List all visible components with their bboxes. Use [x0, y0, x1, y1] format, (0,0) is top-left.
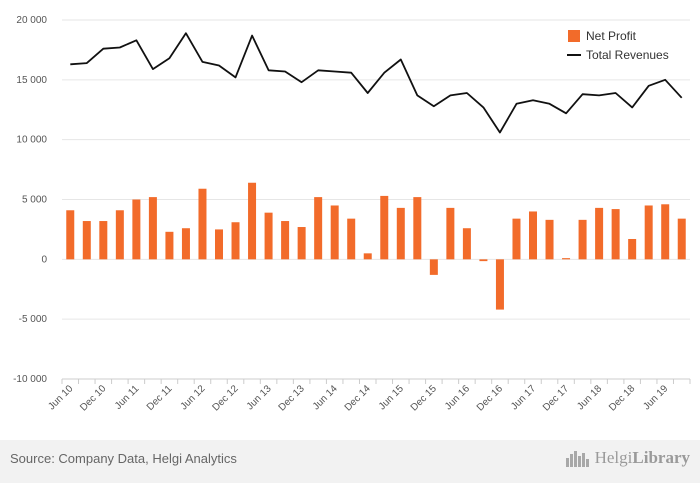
net-profit-bar	[231, 222, 240, 260]
x-tick-label: Jun 15	[377, 383, 406, 412]
net-profit-bar	[297, 227, 306, 260]
x-tick-label: Dec 14	[343, 383, 373, 413]
y-tick-label: 10 000	[16, 135, 47, 146]
x-tick-label: Dec 18	[607, 383, 637, 413]
x-tick-label: Dec 10	[78, 383, 108, 413]
net-profit-bar	[446, 207, 455, 260]
net-profit-bar	[462, 228, 471, 260]
helgi-library-logo: Helgi Library	[565, 448, 690, 468]
x-tick-label: Jun 14	[311, 383, 340, 412]
net-profit-bar	[198, 188, 207, 260]
legend-total-revenues-label: Total Revenues	[586, 48, 669, 62]
legend-net-profit-label: Net Profit	[586, 29, 637, 43]
net-profit-bar	[330, 205, 339, 260]
logo-text-bold: Library	[632, 448, 690, 467]
x-tick-label: Dec 16	[475, 383, 505, 413]
net-profit-bar	[413, 197, 422, 260]
net-profit-bar	[82, 221, 91, 260]
footer: Source: Company Data, Helgi Analytics He…	[0, 440, 700, 483]
net-profit-bar	[628, 238, 637, 260]
net-profit-bar	[314, 197, 323, 260]
net-profit-bar	[181, 228, 190, 260]
y-tick-label: 20 000	[16, 15, 47, 26]
net-profit-bar	[148, 197, 157, 260]
x-tick-label: Dec 17	[541, 383, 571, 413]
x-tick-label: Jun 16	[443, 383, 472, 412]
net-profit-bars	[66, 182, 686, 310]
net-profit-bar	[396, 207, 405, 260]
net-profit-bar	[132, 199, 141, 260]
x-tick-label: Jun 19	[641, 383, 670, 412]
x-tick-label: Dec 13	[277, 383, 307, 413]
net-profit-bar	[215, 229, 223, 260]
y-tick-label: 5 000	[22, 195, 47, 206]
net-profit-bar	[512, 218, 521, 260]
x-axis: Jun 10 Dec 10 Jun 11 Dec 11 Jun 12 Dec 12 Jun …	[46, 378, 691, 414]
y-tick-label: 15 000	[16, 75, 47, 86]
net-profit-bar	[595, 207, 604, 260]
total-revenues-line-group	[70, 32, 683, 134]
net-profit-bar	[644, 205, 653, 260]
x-tick-label: Dec 12	[210, 383, 240, 413]
x-tick-label: Jun 17	[509, 383, 538, 412]
y-tick-label: -10 000	[13, 374, 47, 385]
source-note: Source: Company Data, Helgi Analytics	[10, 451, 237, 466]
legend-net-profit-swatch	[568, 30, 580, 42]
net-profit-bar	[578, 219, 587, 260]
logo-text-light: Helgi	[594, 448, 633, 467]
net-profit-bar	[562, 258, 571, 260]
net-profit-bar	[545, 219, 554, 260]
net-profit-bar	[479, 259, 488, 262]
net-profit-bar	[661, 204, 670, 260]
net-profit-bar	[677, 218, 686, 260]
net-profit-bar	[165, 231, 174, 260]
net-profit-bar	[99, 221, 108, 260]
x-tick-label: Jun 11	[113, 383, 142, 412]
x-tick-label: Dec 15	[409, 383, 439, 413]
y-tick-label: -5 000	[19, 314, 48, 325]
chart: 20 000 15 000 10 000 5 000 0 -5 000 -10 000 Ju…	[13, 15, 691, 414]
net-profit-bar	[347, 218, 356, 260]
legend: Net Profit Total Revenues	[567, 29, 669, 62]
x-tick-label: Jun 18	[575, 383, 604, 412]
net-profit-bar	[115, 210, 124, 260]
y-axis-ticks: 20 000 15 000 10 000 5 000 0 -5 000 -10 000	[13, 15, 47, 385]
x-tick-label: Jun 10	[46, 383, 75, 412]
net-profit-bar	[529, 211, 537, 260]
x-tick-label: Jun 13	[245, 383, 274, 412]
net-profit-bar	[429, 259, 438, 275]
net-profit-bar	[363, 253, 372, 260]
net-profit-bar	[611, 209, 620, 260]
y-tick-label: 0	[41, 254, 47, 265]
net-profit-bar	[380, 195, 389, 260]
net-profit-bar	[495, 259, 504, 310]
total-revenues-line	[70, 32, 683, 134]
net-profit-bar	[248, 182, 257, 260]
x-tick-label: Dec 11	[145, 383, 175, 413]
net-profit-bar	[264, 212, 273, 260]
net-profit-bar	[66, 210, 75, 260]
net-profit-bar	[281, 221, 290, 260]
x-tick-label: Jun 12	[179, 383, 208, 412]
skyline-icon	[565, 451, 589, 467]
